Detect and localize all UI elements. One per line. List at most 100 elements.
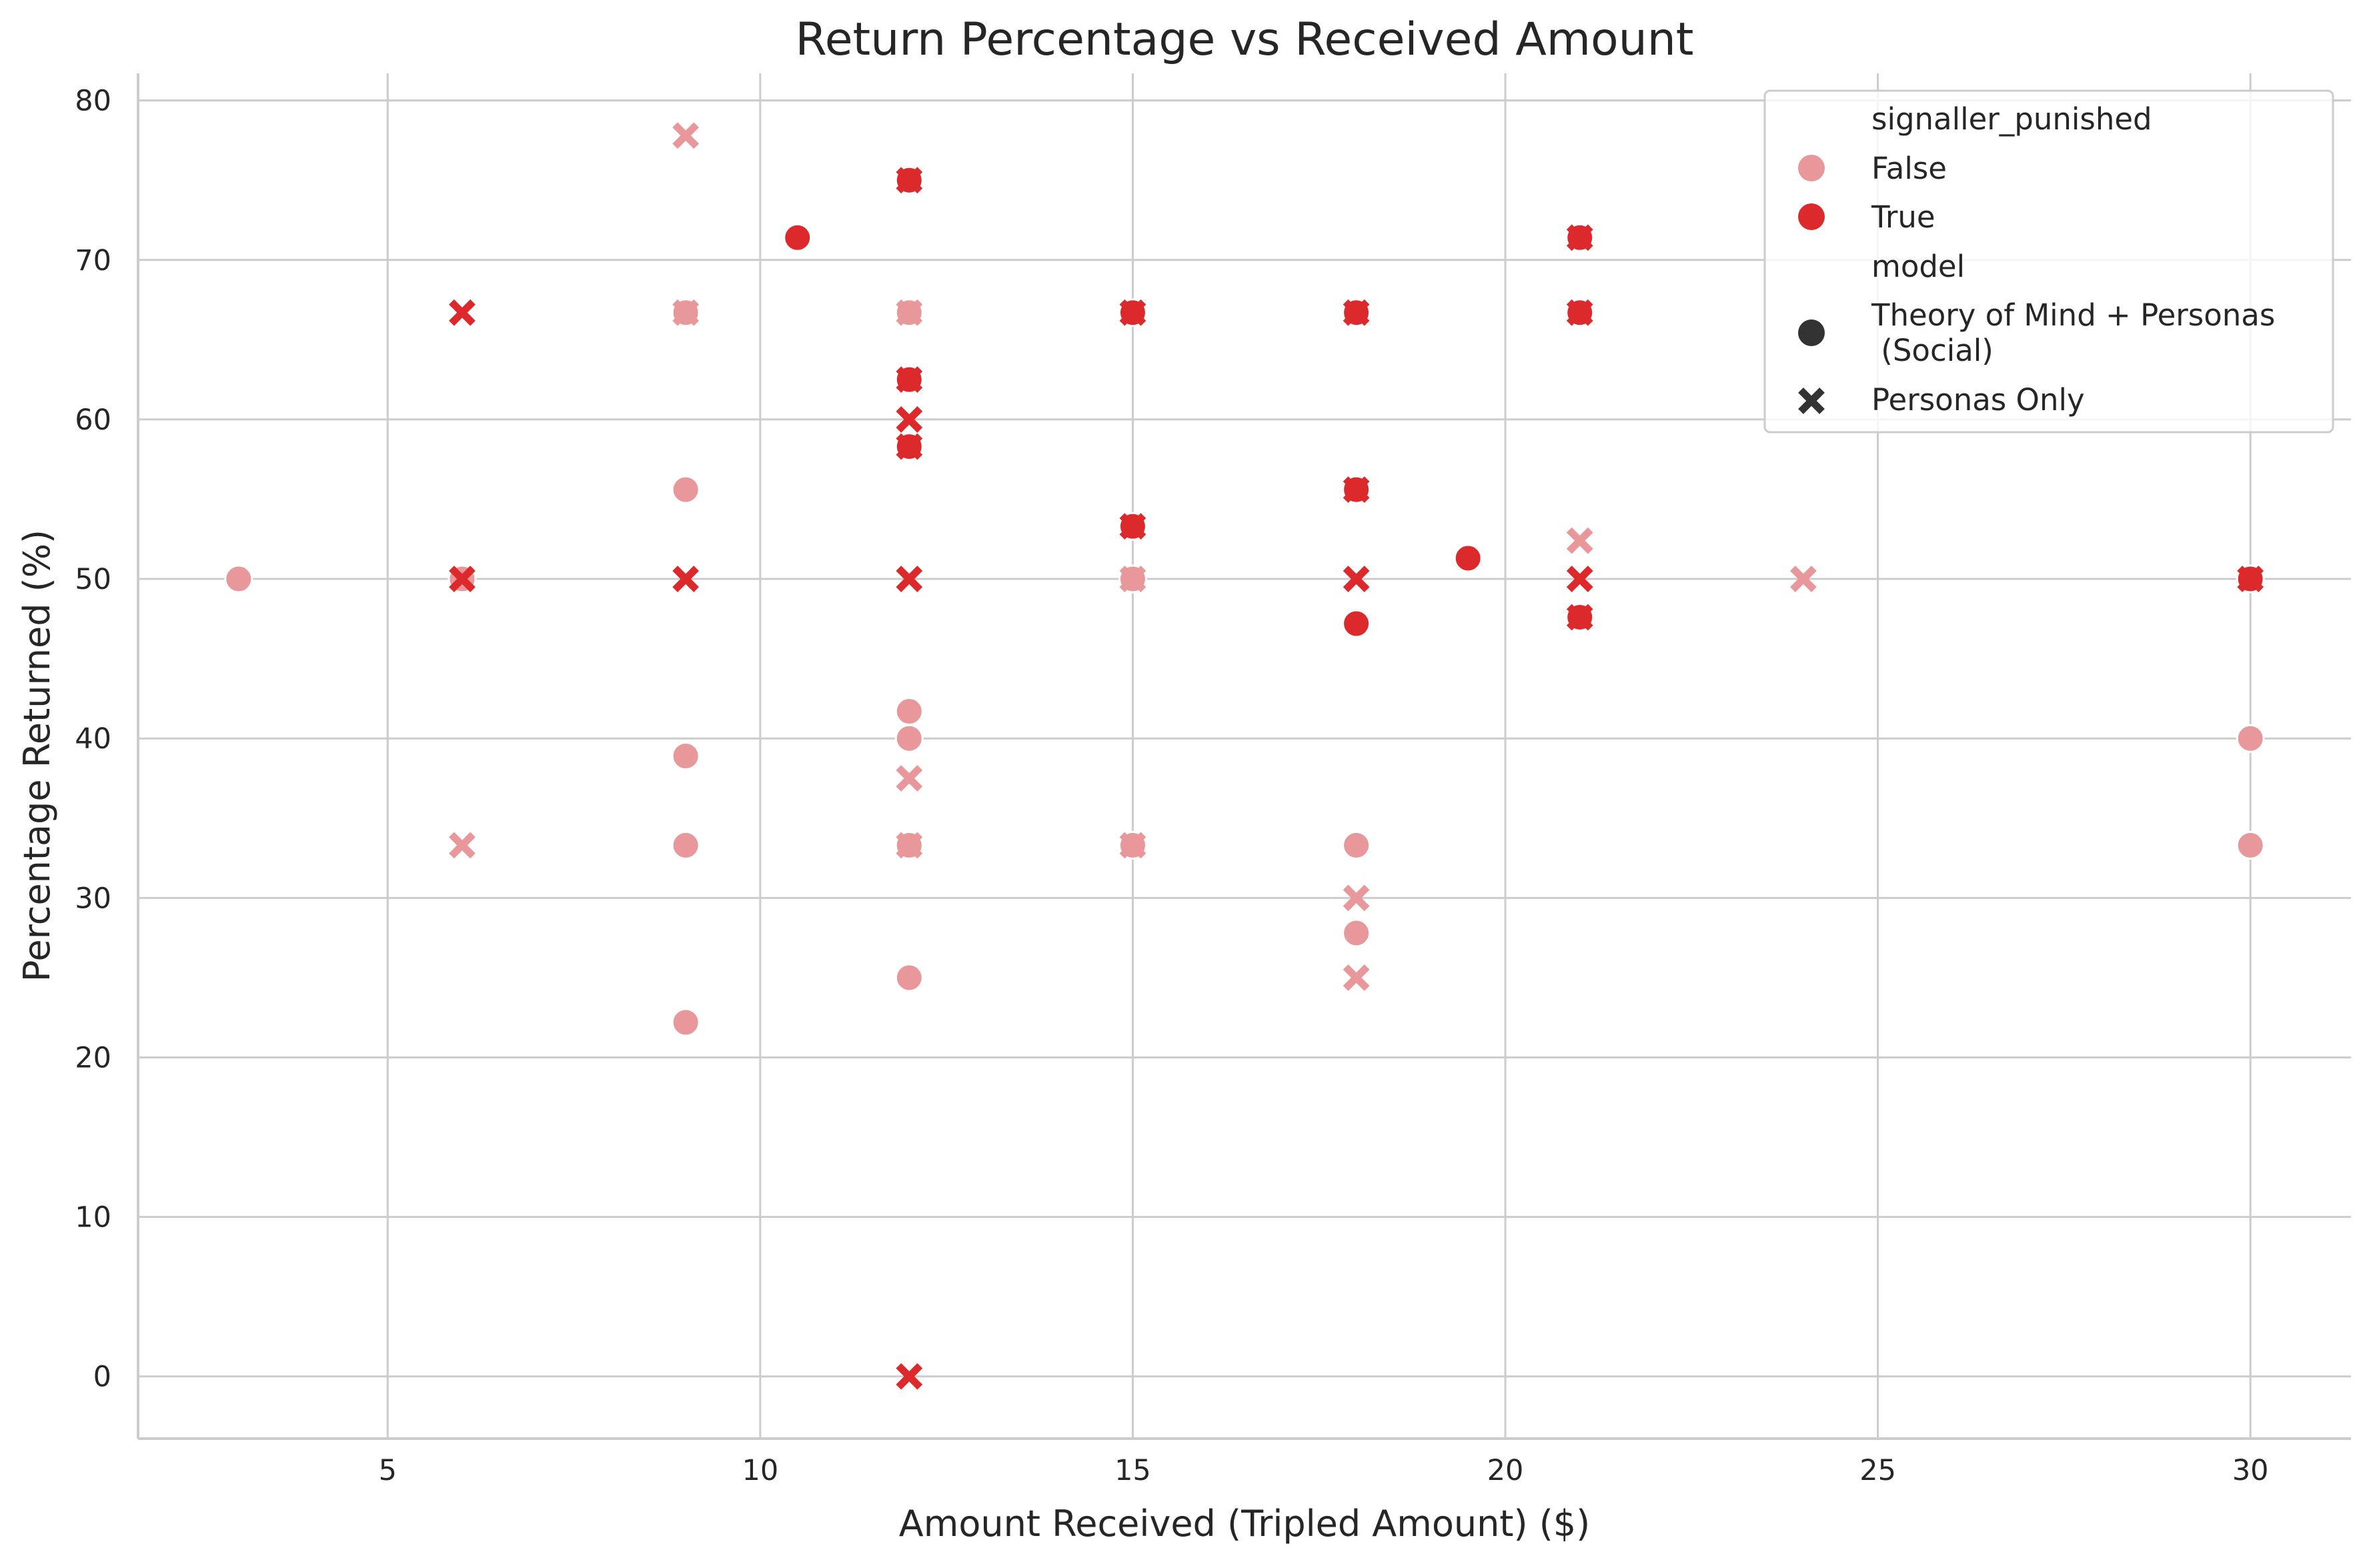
x-marker-stroke [672,299,700,326]
data-point-x [896,167,923,194]
x-marker-stroke [1798,387,1825,414]
x-marker-stroke [1119,832,1146,859]
x-marker-stroke [1343,476,1370,504]
x-marker-stroke [1343,964,1370,991]
x-tick-label: 30 [2232,1454,2269,1487]
data-point-circle [894,697,924,726]
x-marker-stroke [1343,884,1370,912]
y-tick-label: 60 [75,404,111,437]
legend-circle-marker [1798,319,1825,346]
data-point-circle [671,742,700,770]
legend-style-title: model [1871,249,1965,284]
axes-spines [137,73,2351,1440]
data-point-x [896,406,923,433]
x-marker-stroke [896,299,923,326]
data-point-circle [1453,544,1483,573]
x-tick-label: 20 [1487,1454,1524,1487]
y-tick-label: 70 [75,244,111,277]
x-marker-stroke [449,566,476,592]
data-point-circle [783,223,812,252]
legend-x-glyph [1798,387,1825,414]
data-point-x [1343,964,1370,991]
x-marker-stroke [896,366,923,394]
data-point-x [896,1363,923,1390]
x-marker-stroke [672,122,700,149]
data-point-circle [671,475,700,504]
data-point-x [896,832,923,859]
x-marker-stroke [672,566,700,592]
legend-false-marker [1798,155,1825,181]
x-marker-stroke [2237,566,2264,592]
data-point-x [1343,299,1370,326]
data-points [224,122,2265,1390]
data-point-circle [1342,918,1371,948]
x-tick-label: 25 [1859,1454,1896,1487]
x-marker-stroke [896,406,923,433]
y-tick-label: 10 [75,1201,111,1235]
data-point-x [2237,566,2264,592]
x-marker-stroke [896,566,923,592]
legend-circle-label-line2: (Social) [1871,333,1994,368]
data-point-x [1119,832,1146,859]
x-marker-stroke [896,1363,923,1390]
x-marker-stroke [896,433,923,460]
x-marker-stroke [449,832,476,859]
legend-x-label: Personas Only [1871,382,2085,418]
data-point-x [1566,299,1593,326]
data-point-x [896,299,923,326]
data-point-x [449,299,476,326]
data-point-x [1566,527,1593,554]
legend-x-marker [1798,387,1825,414]
x-marker-stroke [896,765,923,792]
data-point-x [896,366,923,394]
data-point-circle [894,724,924,753]
x-marker-stroke [1566,566,1593,592]
data-point-x [1789,566,1817,592]
legend-false-label: False [1871,151,1947,186]
x-marker-stroke [896,832,923,859]
legend: signaller_punished False True model Theo… [1763,89,2334,434]
x-tick-label: 10 [742,1454,778,1487]
data-point-x [449,832,476,859]
chart-title: Return Percentage vs Received Amount [796,13,1694,66]
data-point-circle [671,830,700,860]
x-tick-label: 5 [379,1454,397,1487]
x-marker-stroke [1566,299,1593,326]
data-point-x [1343,476,1370,504]
x-marker-stroke [1119,513,1146,540]
data-point-x [896,433,923,460]
x-marker-stroke [1566,604,1593,631]
data-point-x [1566,224,1593,251]
data-point-circle [1342,830,1371,860]
x-marker-stroke [449,299,476,326]
legend-frame [1763,89,2334,434]
x-axis-label: Amount Received (Tripled Amount) ($) [899,1503,1590,1545]
legend-true-marker [1798,203,1825,230]
data-point-x [1566,566,1593,592]
legend-circle-label-line1: Theory of Mind + Personas [1871,297,2275,333]
tick-labels: 5 10 15 20 25 30 0 10 20 30 40 50 60 70 80 [75,85,2268,1487]
data-point-circle [2236,830,2265,860]
data-point-circle [894,963,924,992]
x-marker-stroke [1343,299,1370,326]
data-point-x [672,299,700,326]
data-point-x [1343,884,1370,912]
y-tick-label: 20 [75,1041,111,1074]
data-point-x [1119,513,1146,540]
data-point-circle [224,564,253,594]
y-tick-label: 40 [75,722,111,756]
legend-true-label: True [1871,199,1935,235]
legend-hue-title: signaller_punished [1871,101,2152,137]
data-point-circle [2236,724,2265,753]
y-tick-label: 50 [75,563,111,596]
x-marker-stroke [1119,299,1146,326]
data-point-circle [1342,609,1371,638]
x-marker-stroke [1789,566,1817,592]
x-marker-stroke [1566,527,1593,554]
data-point-x [1119,566,1146,592]
legend-circle-label: Theory of Mind + Personas (Social) [1871,297,2285,368]
data-point-x [896,765,923,792]
data-point-x [896,566,923,592]
